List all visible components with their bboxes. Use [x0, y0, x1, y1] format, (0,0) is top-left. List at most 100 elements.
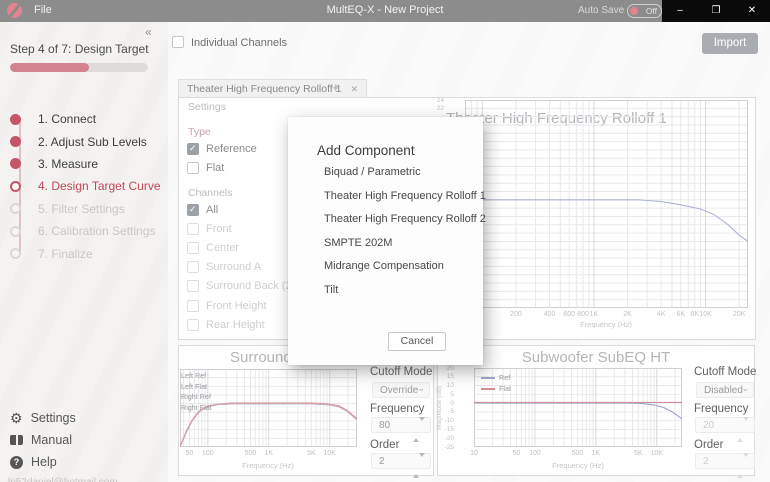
checkbox-icon [187, 222, 199, 235]
component-option-theater-high-frequency-rolloff-1[interactable]: Theater High Frequency Rolloff 1 [324, 189, 486, 202]
sub-cutoff-mode-dropdown[interactable]: Disabled ⌄ [696, 382, 754, 398]
legend-entry: Left Ref [181, 372, 212, 380]
checkbox-icon [187, 261, 199, 274]
component-option-theater-high-frequency-rolloff-2[interactable]: Theater High Frequency Rolloff 2 [324, 213, 486, 226]
checkbox-icon[interactable] [187, 142, 199, 155]
surround-frequency-label: Frequency [370, 403, 425, 415]
step-item-finalize[interactable]: 7. Finalize [10, 242, 165, 264]
stepper-arrows-icon[interactable] [413, 417, 425, 442]
surround-cutoff-mode-label: Cutoff Mode [370, 366, 433, 378]
autosave-label: Auto Save [578, 5, 625, 16]
surround-cutoff-mode-dropdown[interactable]: Override ⌄ [372, 382, 430, 398]
subwoofer-chart-title: Subwoofer SubEQ HT [521, 349, 671, 366]
step-dot-icon [10, 113, 21, 125]
add-tab-button[interactable]: + [332, 80, 340, 95]
step-item-connect[interactable]: 1. Connect [10, 108, 165, 130]
dialog-title: Add Component [317, 143, 415, 158]
chart-plot-1 [180, 369, 357, 447]
step-dot-icon [10, 248, 21, 260]
add-component-dialog: Add Component Biquad / Parametric Theater… [288, 117, 486, 365]
manual-label: Manual [31, 433, 72, 447]
step-list: 1. Connect 2. Adjust Sub Levels 3. Measure… [10, 108, 165, 265]
checkbox-label: Reference [206, 142, 257, 155]
help-menu-item[interactable]: ? Help [10, 451, 160, 473]
x-tick-label: 8K [690, 311, 700, 318]
checkbox-row-front-height: Front Height [187, 296, 317, 315]
individual-channels-checkbox[interactable] [172, 36, 184, 48]
legend-label: Ref [499, 373, 511, 382]
step-item-design-target-curve[interactable]: 4. Design Target Curve [10, 175, 165, 197]
file-menu[interactable]: File [34, 4, 52, 16]
checkbox-label: Center [206, 241, 240, 254]
surround-frequency-stepper[interactable]: 80 [371, 417, 431, 442]
title-bar: File MultEQ-X - New Project Auto Save Of… [0, 0, 770, 22]
step-label: 5. Filter Settings [38, 201, 125, 216]
x-tick-label: 20K [732, 311, 746, 318]
y-tick-label: 15 [446, 373, 454, 381]
checkbox-label: Front [206, 222, 232, 235]
checkbox-label: All [206, 203, 219, 216]
import-button[interactable]: Import [702, 33, 758, 54]
tab-close-icon[interactable]: ✕ [350, 83, 359, 94]
x-axis-label: Frequency (Hz) [242, 461, 294, 470]
autosave-toggle[interactable]: Off [627, 4, 662, 18]
step-header: Step 4 of 7: Design Target Curve [10, 42, 150, 56]
checkbox-icon[interactable] [187, 203, 199, 216]
tab-active[interactable]: Theater High Frequency Rolloff 1 ✕ [178, 79, 368, 98]
component-option-smpte-202m[interactable]: SMPTE 202M [324, 236, 393, 249]
legend-entry: Right Flat [181, 403, 212, 412]
tab-label: Theater High Frequency Rolloff 1 [187, 83, 342, 95]
step-label: 4. Design Target Curve [38, 179, 161, 194]
checkbox-row-all[interactable]: All [187, 200, 317, 219]
step-item-calibration-settings[interactable]: 6. Calibration Settings [10, 220, 165, 242]
step-item-measure[interactable]: 3. Measure [10, 153, 165, 175]
checkbox-row-rear-height: Rear Height [187, 315, 317, 334]
checkbox-label: Rear Height [206, 318, 265, 331]
settings-menu-item[interactable]: ⚙ Settings [10, 407, 160, 429]
step-label: 7. Finalize [38, 246, 93, 261]
chart-plot-0 [465, 100, 748, 308]
stepper-arrows-icon [737, 453, 749, 478]
y-tick-label: 20 [446, 364, 454, 372]
x-tick-label: 100 [529, 450, 541, 457]
type-section-label: Type [188, 126, 211, 138]
component-option-midrange-compensation[interactable]: Midrange Compensation [324, 260, 444, 273]
collapse-sidebar-icon[interactable]: « [145, 25, 152, 39]
y-tick-label: 22 [436, 104, 444, 112]
component-option-tilt[interactable]: Tilt [324, 283, 339, 296]
surround-order-stepper[interactable]: 2 [371, 453, 431, 478]
cancel-button[interactable]: Cancel [388, 332, 446, 351]
maximize-button[interactable]: ❐ [711, 5, 721, 16]
progress-fill [10, 63, 89, 72]
checkbox-row-flat[interactable]: Flat [187, 158, 307, 177]
chevron-down-icon: ⌄ [417, 383, 425, 393]
account-email: lp52daniel@hotmail.com [8, 477, 118, 482]
step-item-filter-settings[interactable]: 5. Filter Settings [10, 198, 165, 220]
x-tick-label: 10 [470, 450, 478, 457]
component-option-biquad-parametric[interactable]: Biquad / Parametric [324, 166, 421, 178]
legend-entry: Flat [481, 384, 511, 393]
close-button[interactable]: ✕ [747, 5, 757, 16]
y-tick-label: -20 [444, 434, 454, 442]
help-icon: ? [10, 455, 23, 469]
sub-order-label: Order [694, 439, 724, 451]
settings-label: Settings [30, 411, 76, 425]
step-item-adjust-sub-levels[interactable]: 2. Adjust Sub Levels [10, 130, 165, 152]
window-title: MultEQ-X - New Project [326, 4, 444, 16]
sub-order-stepper: 2 [695, 453, 755, 478]
manual-menu-item[interactable]: Manual [10, 429, 160, 451]
dropdown-value: Disabled [704, 385, 743, 396]
checkbox-label: Flat [206, 161, 225, 174]
y-tick-label: -5 [448, 408, 454, 416]
y-tick-label: 10 [446, 382, 454, 390]
stepper-value: 2 [703, 456, 709, 467]
minimize-button[interactable]: – [677, 5, 683, 16]
y-tick-label: 24 [436, 96, 444, 104]
x-tick-label: 6K [676, 311, 686, 318]
x-tick-label: 100 [201, 450, 214, 457]
stepper-arrows-icon[interactable] [413, 453, 425, 478]
checkbox-row-reference[interactable]: Reference [187, 139, 307, 158]
channel-options-list: All Front Center Surround A Surround Back (2… [187, 200, 317, 334]
checkbox-icon[interactable] [187, 161, 199, 174]
series-right-flat [180, 402, 357, 447]
